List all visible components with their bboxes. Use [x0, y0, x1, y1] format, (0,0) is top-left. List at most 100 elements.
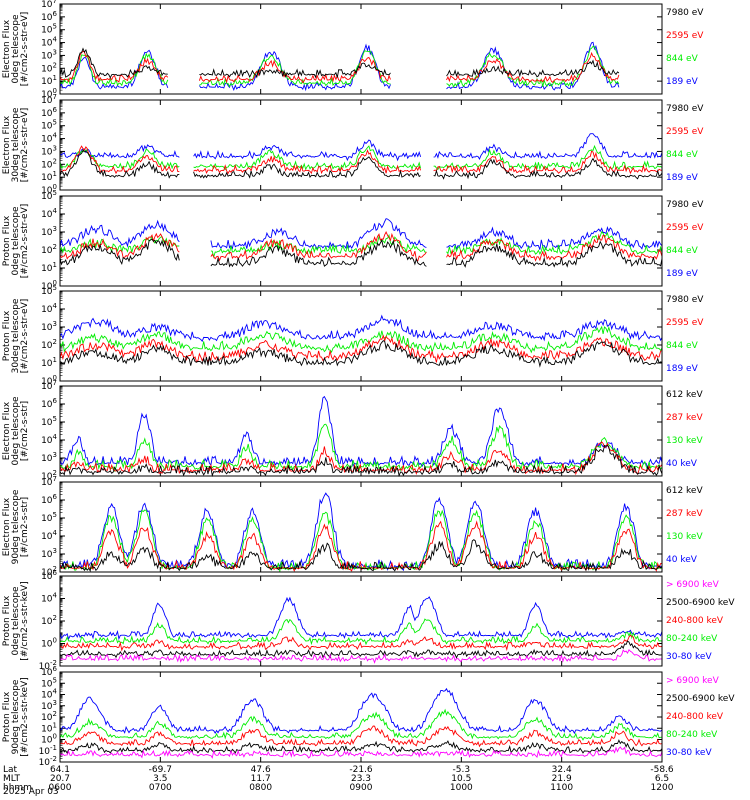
y-axis-label-line: 0deg telescope	[11, 586, 21, 656]
legend-entry: 844 eV	[666, 54, 699, 64]
y-tick-exp: -2	[50, 755, 57, 763]
y-tick-label: 106	[41, 397, 57, 410]
x-tick-lat: 32.4	[552, 765, 572, 775]
x-tick-lat: 47.6	[251, 765, 271, 775]
panel-ted-electron-30deg: TEDElectron Flux30deg telescope[#/cm2-s-…	[0, 93, 704, 196]
date-label: 2025 Apr 03	[3, 787, 59, 797]
series-line-80-240-kev	[59, 618, 663, 646]
y-tick-exp: 0	[53, 374, 57, 382]
y-tick-label: 105	[41, 23, 57, 36]
x-tick-mlt: 10.5	[451, 774, 471, 784]
y-axis-label-line: Electron Flux	[2, 401, 12, 460]
y-tick-label: 104	[41, 207, 57, 220]
y-axis-label-line: 90deg telescope	[11, 489, 21, 564]
y-tick-base: 10	[41, 192, 53, 202]
y-tick-exp: 4	[53, 433, 58, 441]
y-tick-base: 10	[41, 323, 53, 333]
y-tick-exp: 2	[53, 710, 57, 718]
y-tick-label: 105	[41, 511, 57, 524]
y-tick-exp: 5	[53, 415, 57, 423]
x-tick-hhmm: 0900	[350, 783, 373, 793]
y-axis-label-line: Proton Flux	[2, 310, 12, 361]
y-tick-base: 10	[41, 13, 53, 23]
y-axis-label-line: [#/cm2-s-str-eV]	[20, 299, 30, 374]
x-tick-hhmm: 0600	[49, 783, 72, 793]
legend-entry: 240-800 keV	[666, 712, 724, 722]
y-tick-label: 100	[41, 87, 57, 100]
legend-entry: 189 eV	[666, 269, 699, 279]
legend-entry: 80-240 keV	[666, 730, 718, 740]
legend-entry: 287 keV	[666, 413, 703, 423]
y-axis-label-line: MEPED	[0, 701, 3, 733]
y-tick-exp: 3	[53, 547, 57, 555]
y-tick-label: 104	[41, 132, 57, 145]
y-tick-base: 10	[41, 359, 53, 369]
y-tick-exp: 4	[53, 592, 58, 600]
x-row-label: Lat	[3, 765, 18, 775]
series-line-612-kev	[59, 444, 663, 478]
y-tick-base: 10	[41, 713, 53, 723]
y-tick-exp: 2	[53, 469, 57, 477]
y-axis-label-line: Proton Flux	[2, 215, 12, 266]
legend-entry: 80-240 keV	[666, 634, 718, 644]
y-tick-label: 101	[41, 170, 57, 183]
y-tick-base: 10	[41, 26, 53, 36]
y-tick-label: 104	[41, 592, 57, 605]
legend-entry: 189 eV	[666, 364, 699, 374]
y-tick-base: 10	[41, 64, 53, 74]
y-tick-base: 10	[41, 109, 53, 119]
plot-frame	[59, 3, 663, 95]
y-tick-exp: 4	[53, 302, 58, 310]
x-tick-mlt: 20.7	[50, 774, 70, 784]
y-tick-exp: 3	[53, 144, 57, 152]
y-tick-label: 105	[41, 415, 57, 428]
y-axis-label-line: [#/cm2-s-str]	[20, 497, 30, 557]
y-tick-base: 10	[41, 496, 53, 506]
x-tick-mlt: 6.5	[655, 774, 669, 784]
plot-frame	[59, 385, 663, 477]
legend-entry: 7980 eV	[666, 8, 704, 18]
plot-frame	[59, 290, 663, 382]
y-tick-base: 10	[41, 51, 53, 61]
panel-ted-proton-0deg: TEDProton Flux0deg telescope[#/cm2-s-str…	[0, 189, 704, 292]
x-tick-mlt: 21.9	[552, 774, 572, 784]
y-tick-label: 102	[41, 710, 57, 723]
series-line-7980-ev	[59, 340, 663, 368]
series-line-2595-ev	[59, 334, 663, 363]
y-tick-exp: 4	[53, 688, 58, 696]
y-tick-exp: 6	[53, 10, 58, 18]
y-tick-exp: 1	[53, 721, 57, 729]
y-tick-label: 107	[41, 0, 57, 10]
y-axis-label-line: TED	[0, 136, 3, 155]
series-line-189-ev	[59, 314, 663, 343]
x-tick-lat: -5.3	[453, 765, 471, 775]
y-tick-label: 106	[41, 569, 57, 582]
y-axis-label: TEDElectron Flux30deg telescope[#/cm2-s-…	[0, 107, 30, 182]
y-tick-base: 10	[41, 135, 53, 145]
y-tick-base: 10	[41, 702, 53, 712]
y-tick-label: 102	[41, 469, 57, 482]
y-tick-exp: 7	[53, 379, 57, 387]
y-tick-exp: 5	[53, 189, 57, 197]
y-tick-exp: 2	[53, 338, 57, 346]
x-tick-lat: -58.6	[650, 765, 674, 775]
x-tick-hhmm: 0700	[149, 783, 172, 793]
y-tick-base: 10	[41, 0, 53, 10]
y-tick-base: 10	[41, 228, 53, 238]
y-tick-base: 10	[41, 400, 53, 410]
legend-entry: 2595 eV	[666, 223, 704, 233]
legend-entry: 189 eV	[666, 173, 699, 183]
series-line-30-80-kev	[59, 596, 663, 641]
y-tick-exp: 1	[53, 170, 57, 178]
y-tick-label: 100	[41, 279, 57, 292]
x-tick-hhmm: 1000	[450, 783, 473, 793]
y-axis-label-line: [#/cm2-s-str-eV]	[20, 204, 30, 279]
legend-entry: 287 keV	[666, 509, 703, 519]
y-tick-base: 10	[41, 282, 53, 292]
y-tick-base: 10	[41, 377, 53, 387]
legend-entry: 130 keV	[666, 436, 703, 446]
legend-entry: 844 eV	[666, 341, 699, 351]
x-tick-mlt: 11.7	[251, 774, 271, 784]
x-tick-lat: 64.1	[50, 765, 70, 775]
x-tick-hhmm: 1200	[651, 783, 674, 793]
